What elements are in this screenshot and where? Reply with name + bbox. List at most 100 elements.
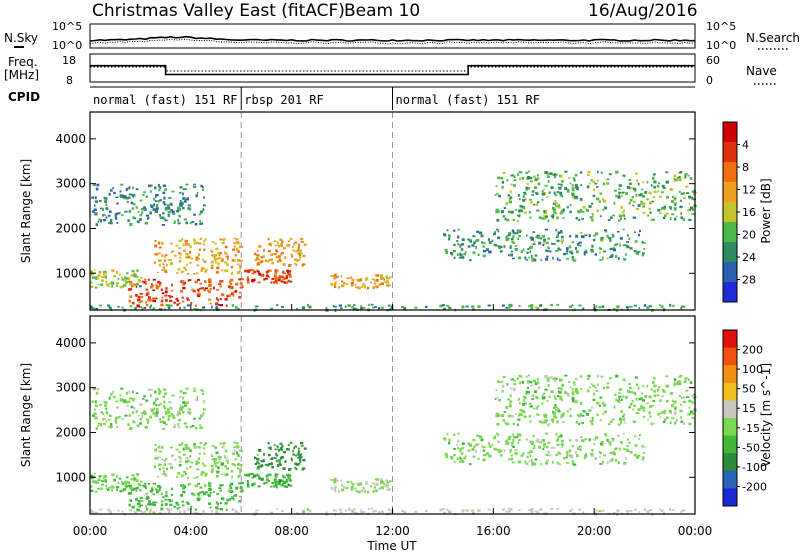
power-cell	[186, 297, 189, 300]
velocity-cell	[560, 443, 564, 446]
power-cell	[591, 214, 594, 218]
power-cell	[575, 217, 578, 220]
power-cell	[661, 191, 664, 194]
power-cell	[237, 250, 240, 253]
power-cell	[161, 292, 165, 295]
velocity-cell	[90, 509, 92, 512]
velocity-cell	[281, 444, 284, 448]
velocity-cell	[200, 388, 203, 392]
power-cell	[330, 282, 334, 286]
velocity-cell	[625, 396, 628, 399]
velocity-cell	[256, 461, 259, 464]
velocity-cell	[514, 449, 518, 451]
velocity-cell	[360, 509, 363, 511]
velocity-cell	[120, 387, 124, 390]
power-cell	[169, 242, 173, 245]
velocity-cell	[512, 439, 515, 442]
velocity-cell	[195, 462, 199, 466]
power-cell	[557, 183, 561, 186]
velocity-cell	[195, 445, 199, 449]
velocity-cell	[198, 446, 201, 449]
velocity-cell	[451, 457, 454, 460]
velocity-cell	[157, 484, 161, 488]
velocity-cell	[528, 509, 532, 512]
colorbar-tick-label: -100	[742, 461, 767, 474]
power-cell	[235, 238, 239, 241]
power-cell	[215, 271, 219, 274]
power-cell	[636, 252, 639, 255]
power-cell	[97, 274, 101, 277]
velocity-cell	[199, 491, 202, 494]
power-cell	[592, 194, 596, 198]
velocity-cell	[215, 464, 218, 468]
power-cell	[370, 303, 374, 306]
velocity-cell	[497, 380, 500, 383]
velocity-cell	[303, 447, 307, 450]
power-cell	[674, 204, 677, 207]
power-cell	[283, 247, 286, 250]
velocity-cell	[143, 510, 147, 513]
power-cell	[556, 303, 560, 306]
velocity-cell	[382, 481, 385, 484]
velocity-cell	[115, 486, 120, 489]
velocity-cell	[154, 448, 158, 452]
power-cell	[561, 180, 564, 183]
power-cell	[110, 218, 113, 222]
velocity-cell	[146, 507, 149, 511]
velocity-cell	[211, 445, 215, 447]
velocity-cell	[103, 418, 106, 420]
power-cell	[256, 257, 259, 260]
power-cell	[332, 305, 335, 308]
velocity-cell	[673, 421, 677, 425]
power-cell	[278, 245, 281, 248]
power-cell	[542, 243, 545, 246]
velocity-cell	[293, 447, 295, 450]
power-cell	[219, 252, 222, 255]
velocity-cell	[184, 473, 187, 475]
velocity-cell	[228, 484, 231, 487]
power-cell	[691, 191, 695, 193]
power-cell	[185, 183, 189, 186]
power-cell	[585, 209, 589, 212]
velocity-cell	[186, 501, 189, 504]
velocity-cell	[372, 489, 375, 492]
velocity-cell	[657, 413, 661, 416]
power-cell	[137, 211, 140, 213]
power-cell	[357, 286, 361, 290]
velocity-cell	[202, 510, 206, 513]
velocity-cell	[561, 413, 564, 416]
velocity-cell	[126, 485, 130, 487]
velocity-cell	[598, 451, 601, 454]
power-cell	[194, 280, 198, 284]
power-cell	[350, 282, 354, 285]
power-cell	[293, 262, 297, 265]
velocity-cell	[534, 382, 538, 386]
velocity-cell	[590, 454, 595, 457]
velocity-cell	[140, 480, 143, 483]
velocity-cell	[275, 459, 279, 463]
velocity-cell	[129, 509, 133, 512]
power-cell	[177, 219, 180, 222]
velocity-cell	[453, 460, 456, 463]
velocity-cell	[550, 507, 554, 510]
velocity-cell	[353, 508, 356, 510]
power-cell	[610, 216, 613, 219]
power-cell	[260, 273, 264, 277]
velocity-cell	[231, 463, 235, 466]
velocity-cell	[512, 445, 515, 448]
colorbar-tick-label: 50	[742, 383, 756, 396]
velocity-cell	[541, 421, 545, 424]
velocity-cell	[171, 487, 173, 491]
velocity-cell	[94, 480, 98, 483]
power-cell	[184, 269, 187, 271]
power-cell	[164, 294, 168, 297]
velocity-cell	[386, 481, 390, 484]
power-cell	[238, 272, 241, 274]
velocity-cell	[525, 392, 528, 395]
velocity-cell	[453, 447, 456, 450]
velocity-cell	[105, 420, 108, 423]
velocity-cell	[522, 402, 526, 406]
velocity-cell	[197, 493, 200, 497]
velocity-cell	[100, 483, 105, 486]
power-cell	[578, 241, 582, 244]
